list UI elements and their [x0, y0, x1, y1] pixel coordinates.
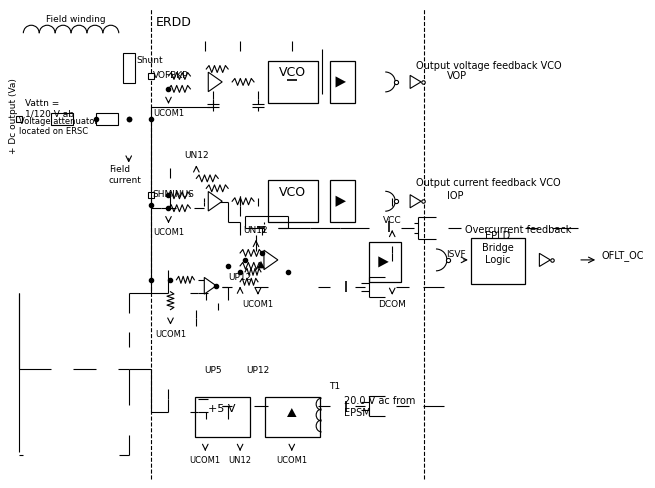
Text: VOP: VOP	[447, 71, 467, 81]
Text: VCC: VCC	[383, 216, 402, 225]
Text: Output voltage feedback VCO: Output voltage feedback VCO	[416, 61, 561, 71]
Text: OFLT_OC: OFLT_OC	[601, 250, 643, 262]
Text: UP5: UP5	[204, 366, 222, 375]
Text: UCOM1: UCOM1	[190, 456, 221, 465]
Text: VCO: VCO	[279, 66, 307, 80]
Text: Overcurrent feedback: Overcurrent feedback	[465, 225, 572, 235]
Polygon shape	[208, 191, 222, 211]
Bar	[96, 113, 118, 124]
Text: Vattn =
1/120 V ab: Vattn = 1/120 V ab	[26, 99, 74, 118]
Text: Field winding: Field winding	[47, 15, 106, 24]
Polygon shape	[539, 253, 550, 266]
Text: UP12: UP12	[229, 273, 252, 282]
Text: UN12: UN12	[184, 151, 209, 161]
Text: UCOM1: UCOM1	[153, 228, 184, 237]
Bar	[471, 238, 525, 284]
Polygon shape	[410, 195, 421, 208]
Polygon shape	[410, 75, 421, 88]
Polygon shape	[335, 76, 346, 87]
Text: Output current feedback VCO: Output current feedback VCO	[417, 179, 561, 188]
Text: UCOM1: UCOM1	[242, 300, 274, 309]
Text: + Dc output (Va): + Dc output (Va)	[9, 78, 18, 154]
Bar	[122, 53, 135, 83]
Text: UP12: UP12	[246, 366, 270, 375]
Bar	[265, 397, 320, 437]
Text: VOFBKP: VOFBKP	[153, 71, 188, 80]
Text: EPLD
Bridge
Logic: EPLD Bridge Logic	[481, 231, 514, 264]
Text: ERDD: ERDD	[156, 16, 191, 29]
Text: VCO: VCO	[279, 186, 307, 199]
Text: Voltage attenuator
located on ERSC: Voltage attenuator located on ERSC	[20, 117, 98, 136]
Bar	[329, 181, 356, 222]
Polygon shape	[379, 256, 388, 267]
Bar	[268, 61, 318, 103]
Text: SHMINUS: SHMINUS	[153, 190, 195, 199]
Text: +5 V: +5 V	[208, 404, 236, 414]
Text: DCOM: DCOM	[379, 300, 406, 309]
Bar	[195, 397, 250, 437]
Text: Field
current: Field current	[109, 165, 141, 185]
Text: UCOM1: UCOM1	[155, 329, 186, 339]
Text: UN12: UN12	[244, 226, 269, 235]
Polygon shape	[264, 250, 278, 270]
Polygon shape	[287, 408, 297, 417]
Text: UN12: UN12	[229, 456, 252, 465]
Bar	[369, 242, 401, 282]
Bar	[51, 113, 73, 124]
Bar	[268, 181, 318, 222]
Text: ISVF: ISVF	[446, 250, 466, 260]
Text: 20.0 V ac from
EPSM: 20.0 V ac from EPSM	[345, 396, 416, 418]
Text: IOP: IOP	[447, 191, 463, 201]
Bar	[329, 61, 356, 103]
Text: T1: T1	[329, 382, 341, 391]
Polygon shape	[208, 72, 222, 92]
Text: UCOM1: UCOM1	[153, 109, 184, 118]
Text: Shunt: Shunt	[137, 56, 163, 65]
Polygon shape	[335, 196, 346, 207]
Polygon shape	[257, 261, 265, 268]
Text: UCOM1: UCOM1	[276, 456, 307, 465]
Polygon shape	[204, 277, 216, 294]
